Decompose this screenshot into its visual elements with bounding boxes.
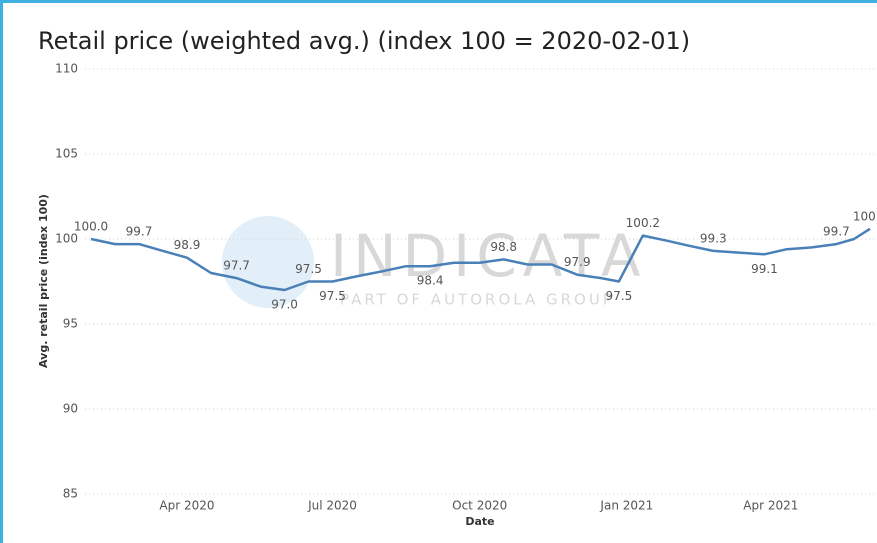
data-label: 98.9 <box>174 238 201 252</box>
y-axis-label: Avg. retail price (index 100) <box>37 194 50 368</box>
x-tick-label: Oct 2020 <box>452 499 507 513</box>
data-label: 97.5 <box>295 262 322 276</box>
data-label: 99.7 <box>823 225 850 239</box>
data-label: 99.7 <box>126 225 153 239</box>
watermark-subtext: PART OF AUTOROLA GROUP <box>340 291 615 309</box>
data-label: 97.0 <box>271 298 298 312</box>
y-tick-label: 85 <box>63 487 78 501</box>
x-tick-label: Jan 2021 <box>599 499 653 513</box>
x-axis-label: Date <box>465 515 494 528</box>
y-tick-label: 110 <box>55 62 78 76</box>
data-label: 99.1 <box>751 262 778 276</box>
data-label: 97.5 <box>606 289 633 303</box>
watermark-text: INDICATA <box>330 222 647 290</box>
line <box>90 227 871 292</box>
data-label: 100.2 <box>626 216 660 230</box>
x-tick-label: Apr 2020 <box>159 499 214 513</box>
y-tick-label: 90 <box>63 402 78 416</box>
data-label: 100.6 <box>853 209 877 223</box>
data-label: 99.3 <box>700 231 727 245</box>
x-tick-label: Apr 2021 <box>743 499 798 513</box>
chart-title: Retail price (weighted avg.) (index 100 … <box>38 27 690 55</box>
y-tick-label: 95 <box>63 317 78 331</box>
data-label: 97.7 <box>223 259 250 273</box>
x-tick-label: Jul 2020 <box>307 499 357 513</box>
y-tick-label: 105 <box>55 147 78 161</box>
y-tick-label: 100 <box>55 232 78 246</box>
data-label: 98.4 <box>417 274 444 288</box>
data-label: 100.0 <box>74 220 108 234</box>
data-label: 97.9 <box>564 255 591 269</box>
data-label: 97.5 <box>319 289 346 303</box>
data-label: 98.8 <box>490 240 517 254</box>
